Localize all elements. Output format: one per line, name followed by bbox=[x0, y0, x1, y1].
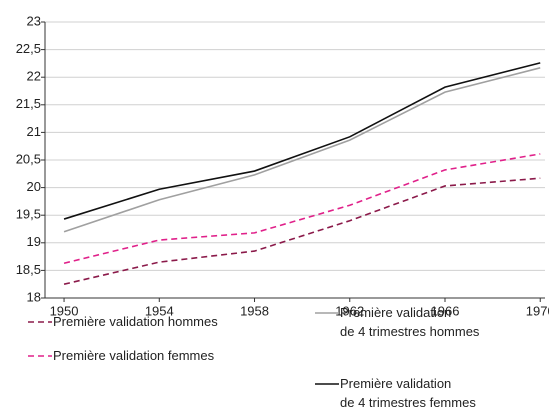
legend-label: Première validation hommes bbox=[53, 314, 218, 329]
y-tick-label: 23 bbox=[27, 13, 41, 28]
y-tick-label: 22,5 bbox=[16, 41, 41, 56]
y-tick-label: 20 bbox=[27, 179, 41, 194]
y-tick-label: 18,5 bbox=[16, 262, 41, 277]
x-tick-label: 1970 bbox=[526, 303, 549, 318]
y-tick-label: 20,5 bbox=[16, 151, 41, 166]
y-tick-label: 21,5 bbox=[16, 96, 41, 111]
y-tick-label: 19 bbox=[27, 234, 41, 249]
legend-label: Première validation femmes bbox=[53, 348, 215, 363]
x-tick-label: 1966 bbox=[431, 303, 460, 318]
y-tick-label: 22 bbox=[27, 69, 41, 84]
series-line bbox=[63, 67, 541, 233]
y-tick-label: 19,5 bbox=[16, 207, 41, 222]
legend-label: Première validation de 4 trimestres femm… bbox=[340, 376, 476, 410]
x-tick-label: 1958 bbox=[240, 303, 269, 318]
y-tick-label: 21 bbox=[27, 124, 41, 139]
series-line bbox=[63, 62, 541, 220]
x-tick-label: 1962 bbox=[335, 303, 364, 318]
y-tick-label: 18 bbox=[27, 289, 41, 304]
legend-label: Première validation de 4 trimestres homm… bbox=[340, 305, 480, 339]
series-line bbox=[63, 153, 541, 265]
series-line bbox=[63, 177, 541, 285]
x-tick-label: 1954 bbox=[145, 303, 174, 318]
x-tick-label: 1950 bbox=[50, 303, 79, 318]
